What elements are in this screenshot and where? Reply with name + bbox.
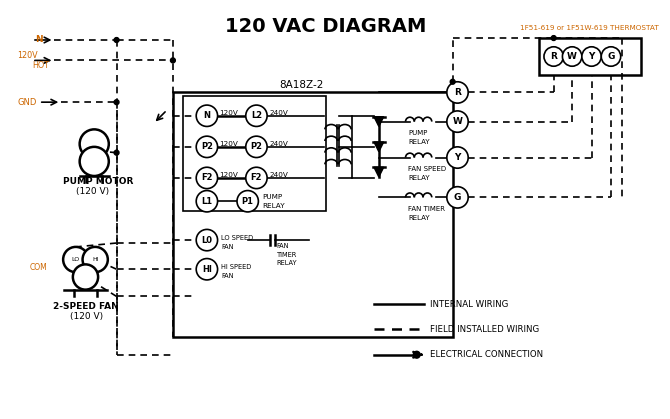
Circle shape bbox=[80, 147, 109, 176]
Circle shape bbox=[237, 191, 259, 212]
Text: 120 VAC DIAGRAM: 120 VAC DIAGRAM bbox=[224, 17, 426, 36]
Circle shape bbox=[246, 105, 267, 127]
Circle shape bbox=[447, 147, 468, 168]
Circle shape bbox=[196, 136, 218, 158]
Text: INTERNAL WIRING: INTERNAL WIRING bbox=[430, 300, 509, 309]
Text: RELAY: RELAY bbox=[262, 203, 285, 209]
Circle shape bbox=[114, 100, 119, 105]
Circle shape bbox=[114, 38, 119, 42]
Circle shape bbox=[562, 47, 582, 66]
Text: N: N bbox=[35, 36, 43, 44]
Text: G: G bbox=[607, 52, 614, 61]
Circle shape bbox=[447, 82, 468, 103]
Text: Y: Y bbox=[454, 153, 461, 162]
Text: HOT: HOT bbox=[32, 61, 49, 70]
Text: 120V: 120V bbox=[220, 110, 239, 116]
Polygon shape bbox=[374, 142, 384, 152]
Text: RELAY: RELAY bbox=[408, 139, 429, 145]
Text: 120V: 120V bbox=[220, 141, 239, 147]
Text: F2: F2 bbox=[251, 173, 262, 182]
Text: PUMP MOTOR: PUMP MOTOR bbox=[63, 177, 133, 186]
Text: FIELD INSTALLED WIRING: FIELD INSTALLED WIRING bbox=[430, 325, 539, 334]
Text: W: W bbox=[567, 52, 577, 61]
Circle shape bbox=[450, 79, 455, 84]
Text: PUMP: PUMP bbox=[408, 130, 427, 136]
Text: P2: P2 bbox=[201, 142, 213, 151]
Text: GND: GND bbox=[17, 98, 37, 107]
Circle shape bbox=[413, 351, 420, 358]
Text: HI: HI bbox=[92, 257, 98, 262]
Text: R: R bbox=[550, 52, 557, 61]
Bar bbox=[173, 93, 453, 337]
Text: 8A18Z-2: 8A18Z-2 bbox=[279, 80, 324, 90]
Text: Y: Y bbox=[588, 52, 595, 61]
Text: 2-SPEED FAN: 2-SPEED FAN bbox=[54, 302, 119, 310]
Text: FAN TIMER: FAN TIMER bbox=[408, 206, 445, 212]
Circle shape bbox=[544, 47, 563, 66]
Text: (120 V): (120 V) bbox=[70, 312, 103, 321]
Text: HI SPEED: HI SPEED bbox=[222, 264, 252, 270]
Circle shape bbox=[246, 136, 267, 158]
Text: F2: F2 bbox=[201, 173, 212, 182]
Text: G: G bbox=[454, 193, 461, 202]
Circle shape bbox=[196, 167, 218, 189]
Text: RELAY: RELAY bbox=[277, 261, 297, 266]
Text: 1F51-619 or 1F51W-619 THERMOSTAT: 1F51-619 or 1F51W-619 THERMOSTAT bbox=[520, 25, 659, 31]
Circle shape bbox=[196, 191, 218, 212]
Text: ELECTRICAL CONNECTION: ELECTRICAL CONNECTION bbox=[430, 350, 543, 359]
Circle shape bbox=[114, 150, 119, 155]
Text: FAN: FAN bbox=[222, 273, 234, 279]
Text: LO SPEED: LO SPEED bbox=[222, 235, 253, 241]
Text: 240V: 240V bbox=[269, 172, 288, 178]
Text: HI: HI bbox=[202, 265, 212, 274]
Circle shape bbox=[601, 47, 620, 66]
Polygon shape bbox=[374, 167, 384, 177]
Text: FAN: FAN bbox=[277, 243, 289, 249]
Text: PUMP: PUMP bbox=[262, 194, 283, 200]
Text: 240V: 240V bbox=[269, 110, 288, 116]
Text: 240V: 240V bbox=[269, 141, 288, 147]
Circle shape bbox=[170, 58, 176, 63]
Circle shape bbox=[82, 247, 108, 272]
Circle shape bbox=[196, 259, 218, 280]
Text: R: R bbox=[454, 88, 461, 97]
Bar bbox=[183, 96, 326, 211]
Text: RELAY: RELAY bbox=[408, 215, 429, 221]
Polygon shape bbox=[374, 117, 384, 127]
Text: FAN: FAN bbox=[222, 244, 234, 250]
Circle shape bbox=[447, 187, 468, 208]
Circle shape bbox=[196, 105, 218, 127]
Text: FAN SPEED: FAN SPEED bbox=[408, 166, 446, 172]
Text: 120V: 120V bbox=[17, 51, 38, 60]
Text: P1: P1 bbox=[242, 197, 254, 206]
Text: P2: P2 bbox=[251, 142, 263, 151]
Circle shape bbox=[63, 247, 88, 272]
Text: TIMER: TIMER bbox=[277, 252, 297, 258]
Text: L2: L2 bbox=[251, 111, 262, 120]
Circle shape bbox=[447, 111, 468, 132]
Text: COM: COM bbox=[29, 263, 47, 272]
Text: LO: LO bbox=[72, 257, 80, 262]
Text: 120V: 120V bbox=[220, 172, 239, 178]
Bar bbox=[539, 38, 641, 75]
Circle shape bbox=[551, 36, 556, 41]
Text: (120 V): (120 V) bbox=[76, 187, 109, 196]
Circle shape bbox=[582, 47, 601, 66]
Text: L1: L1 bbox=[202, 197, 212, 206]
Text: RELAY: RELAY bbox=[408, 175, 429, 181]
Circle shape bbox=[246, 167, 267, 189]
Text: N: N bbox=[204, 111, 210, 120]
Circle shape bbox=[80, 129, 109, 158]
Circle shape bbox=[73, 264, 98, 290]
Text: L0: L0 bbox=[202, 235, 212, 245]
Text: W: W bbox=[452, 117, 462, 126]
Circle shape bbox=[196, 230, 218, 251]
